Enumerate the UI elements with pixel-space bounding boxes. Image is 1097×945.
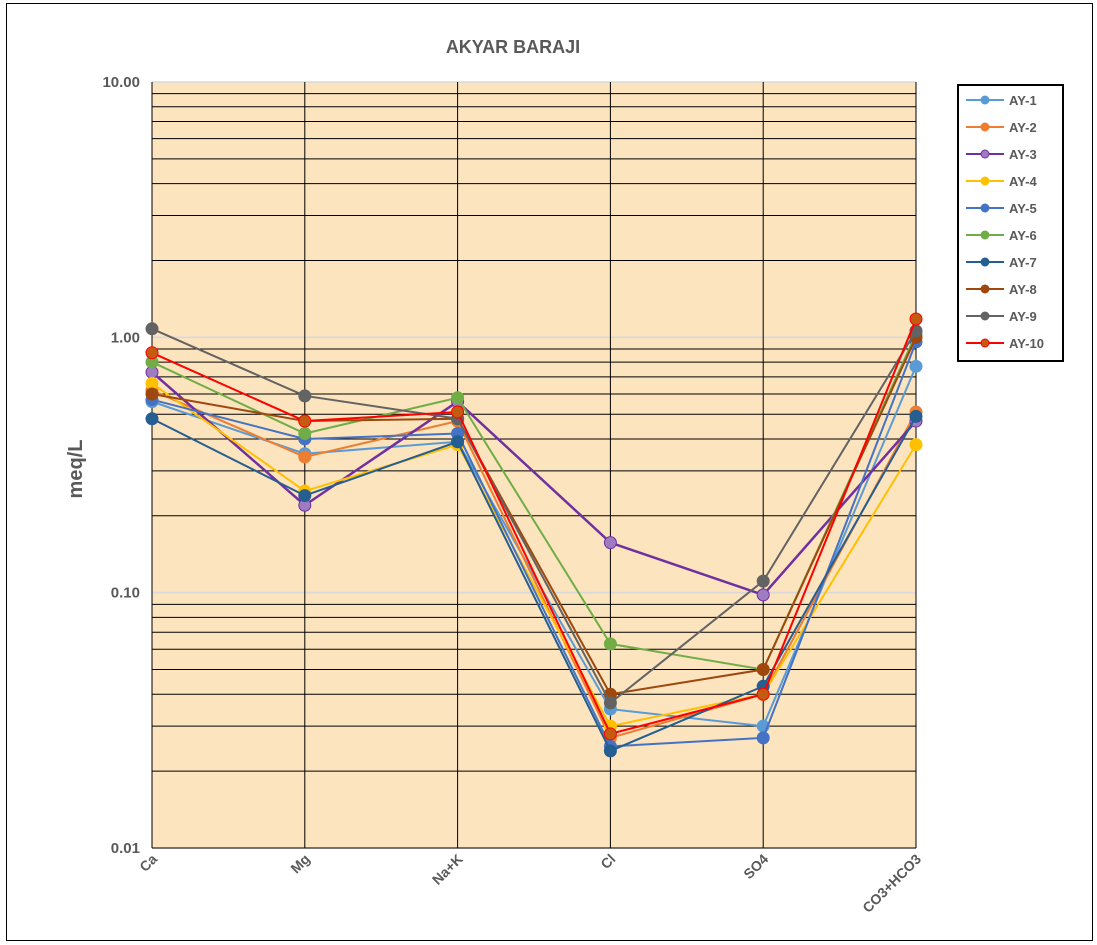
legend-label: AY-9	[1009, 309, 1037, 324]
data-point	[756, 687, 770, 701]
data-point	[145, 387, 159, 401]
legend-label: AY-6	[1009, 228, 1037, 243]
data-point	[145, 412, 159, 426]
y-axis-label: meq/L	[65, 440, 87, 499]
legend-label: AY-2	[1009, 120, 1037, 135]
legend-marker	[980, 149, 990, 159]
data-point	[298, 489, 312, 503]
chart-frame: AKYAR BARAJI meq/L 10.00 1.00 0.10 0.01 Ca Mg…	[6, 3, 1093, 941]
legend-label: AY-1	[1009, 93, 1037, 108]
y-tick-label: 0.10	[111, 585, 140, 602]
data-point	[451, 391, 465, 405]
legend-marker	[980, 338, 990, 348]
series-line	[151, 336, 917, 696]
y-tick-label: 0.01	[111, 840, 140, 857]
data-point	[909, 312, 923, 326]
data-point	[298, 450, 312, 464]
x-tick-label: Cl	[597, 851, 618, 872]
legend-marker	[980, 122, 990, 132]
legend-label: AY-5	[1009, 201, 1037, 216]
legend-marker	[980, 284, 990, 294]
y-tick-label: 10.00	[102, 74, 140, 91]
legend-label: AY-4	[1009, 174, 1037, 189]
data-point	[451, 405, 465, 419]
data-point	[603, 637, 617, 651]
legend-marker	[980, 203, 990, 213]
x-tick-label: Mg	[287, 851, 313, 877]
legend-marker	[980, 95, 990, 105]
data-point	[909, 409, 923, 423]
series-line	[151, 389, 917, 740]
x-tick-label: CO3+HCO3	[859, 851, 924, 916]
legend-label: AY-10	[1009, 336, 1044, 351]
series-line	[151, 318, 917, 736]
data-point	[603, 536, 617, 550]
data-point	[145, 322, 159, 336]
data-point	[603, 696, 617, 710]
legend-marker	[980, 257, 990, 267]
legend-marker	[980, 311, 990, 321]
x-tick-label: Na+K	[429, 851, 466, 888]
x-tick-label: SO4	[740, 851, 771, 882]
series-line	[151, 415, 917, 753]
data-point	[909, 359, 923, 373]
legend-label: AY-3	[1009, 147, 1037, 162]
data-point	[756, 574, 770, 588]
legend-marker	[980, 230, 990, 240]
series-line	[151, 341, 917, 748]
legend-label: AY-8	[1009, 282, 1037, 297]
data-point	[756, 663, 770, 677]
data-point	[909, 438, 923, 452]
legend-label: AY-7	[1009, 255, 1037, 270]
data-point	[603, 727, 617, 741]
data-point	[298, 414, 312, 428]
y-tick-label: 1.00	[111, 329, 140, 346]
data-point	[298, 389, 312, 403]
data-point	[756, 588, 770, 602]
data-point	[145, 346, 159, 360]
series-line	[151, 327, 917, 705]
data-point	[756, 731, 770, 745]
data-point	[451, 435, 465, 449]
plot-area	[152, 82, 916, 848]
chart-title: AKYAR BARAJI	[446, 37, 580, 57]
legend-marker	[980, 176, 990, 186]
series-line	[151, 382, 917, 728]
data-point	[603, 744, 617, 758]
data-point	[298, 427, 312, 441]
